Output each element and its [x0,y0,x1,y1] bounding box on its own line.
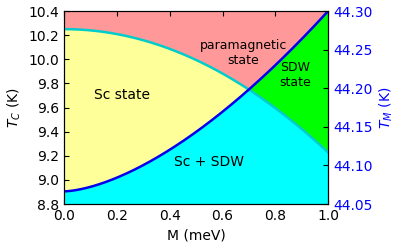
X-axis label: M (meV): M (meV) [167,228,225,243]
Text: paramagnetic
state: paramagnetic state [200,39,288,67]
Text: Sc state: Sc state [94,89,150,102]
Text: SDW
state: SDW state [279,61,311,89]
Y-axis label: $T_M$ (K): $T_M$ (K) [378,86,395,129]
Y-axis label: $T_C$ (K): $T_C$ (K) [6,87,23,128]
Text: Sc + SDW: Sc + SDW [174,155,244,169]
